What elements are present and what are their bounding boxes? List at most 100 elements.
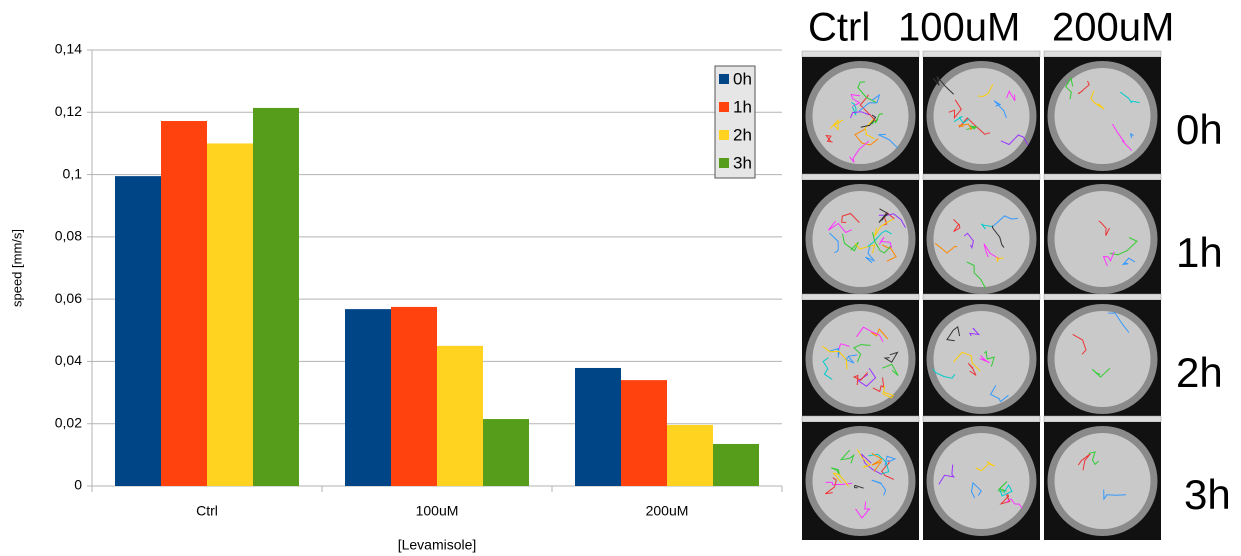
track bbox=[983, 243, 1000, 260]
track bbox=[871, 479, 887, 496]
bar bbox=[115, 176, 161, 486]
track bbox=[829, 118, 844, 131]
track bbox=[822, 357, 833, 380]
image-header bbox=[922, 415, 1041, 423]
track bbox=[991, 225, 1005, 248]
image-header bbox=[801, 415, 920, 423]
track bbox=[827, 220, 853, 234]
track bbox=[1088, 451, 1099, 466]
track bbox=[822, 345, 848, 370]
track bbox=[825, 481, 853, 486]
track bbox=[1000, 134, 1029, 146]
track bbox=[1091, 367, 1111, 378]
y-tick-label: 0,06 bbox=[55, 290, 82, 306]
track bbox=[1098, 220, 1110, 236]
track bbox=[856, 448, 872, 469]
column-header: Ctrl bbox=[808, 6, 870, 50]
track bbox=[825, 134, 833, 143]
track bbox=[829, 232, 839, 254]
image-header bbox=[1043, 293, 1162, 301]
track bbox=[1077, 80, 1090, 95]
track bbox=[871, 452, 883, 472]
dish bbox=[812, 433, 909, 529]
track bbox=[992, 215, 1018, 227]
track bbox=[1065, 76, 1074, 100]
bar bbox=[437, 345, 483, 486]
track bbox=[1005, 498, 1023, 509]
y-tick-label: 0,04 bbox=[55, 352, 82, 368]
track bbox=[946, 326, 961, 342]
dish bbox=[1054, 311, 1151, 407]
track bbox=[830, 467, 842, 478]
track bbox=[953, 115, 970, 124]
dish bbox=[933, 433, 1030, 529]
legend-swatch bbox=[719, 130, 729, 140]
track bbox=[832, 472, 850, 487]
image-header bbox=[922, 293, 1041, 301]
track bbox=[857, 81, 877, 103]
track bbox=[970, 481, 982, 499]
bar bbox=[391, 306, 437, 486]
image-panel: Ctrl 100uM 200uM 0h 1h 2h 3h bbox=[801, 6, 1231, 540]
track bbox=[849, 140, 870, 163]
track bbox=[884, 455, 897, 466]
track bbox=[934, 242, 958, 254]
track bbox=[878, 208, 889, 223]
track bbox=[844, 354, 858, 364]
track bbox=[841, 212, 860, 223]
track bbox=[932, 76, 955, 95]
track bbox=[1108, 312, 1130, 333]
track bbox=[1120, 91, 1140, 104]
dish bbox=[812, 191, 909, 287]
y-axis-label: speed [mm/s] bbox=[9, 229, 24, 307]
row-label: 0h bbox=[1176, 106, 1223, 153]
track bbox=[1121, 257, 1136, 266]
bar bbox=[207, 143, 253, 486]
track bbox=[858, 93, 881, 112]
track bbox=[865, 243, 875, 264]
track bbox=[825, 477, 837, 495]
y-tick-label: 0,1 bbox=[63, 165, 83, 181]
image-header bbox=[801, 50, 920, 58]
dish bbox=[933, 68, 1030, 164]
image-header bbox=[1043, 415, 1162, 423]
track bbox=[854, 243, 876, 254]
track bbox=[978, 84, 994, 98]
track bbox=[1102, 251, 1115, 267]
dish bbox=[1054, 191, 1151, 287]
row-label: 2h bbox=[1176, 349, 1223, 396]
track bbox=[839, 449, 855, 464]
legend-swatch bbox=[719, 102, 729, 112]
track bbox=[860, 114, 877, 128]
track bbox=[997, 481, 1008, 492]
track bbox=[878, 236, 893, 249]
y-tick-label: 0,02 bbox=[55, 414, 82, 430]
bar bbox=[713, 443, 759, 486]
track bbox=[852, 371, 868, 386]
column-header: 200uM bbox=[1052, 6, 1174, 50]
track bbox=[1129, 133, 1134, 139]
track bbox=[872, 377, 885, 393]
y-tick-label: 0,12 bbox=[55, 103, 82, 119]
row-label: 3h bbox=[1184, 471, 1231, 518]
bar bbox=[621, 380, 667, 486]
track bbox=[872, 232, 891, 254]
track bbox=[1006, 90, 1016, 101]
track bbox=[983, 350, 995, 367]
track bbox=[967, 362, 977, 376]
x-tick-label: 200uM bbox=[646, 503, 689, 519]
track bbox=[880, 460, 895, 480]
track bbox=[855, 501, 871, 519]
track bbox=[958, 123, 973, 130]
track bbox=[966, 261, 987, 289]
image-header bbox=[922, 50, 1041, 58]
track bbox=[853, 344, 871, 363]
track bbox=[874, 218, 894, 237]
x-tick-label: Ctrl bbox=[196, 503, 218, 519]
track bbox=[1090, 90, 1105, 110]
legend-swatch bbox=[719, 74, 729, 84]
track bbox=[958, 117, 991, 135]
bar bbox=[253, 107, 299, 486]
track bbox=[953, 219, 961, 233]
